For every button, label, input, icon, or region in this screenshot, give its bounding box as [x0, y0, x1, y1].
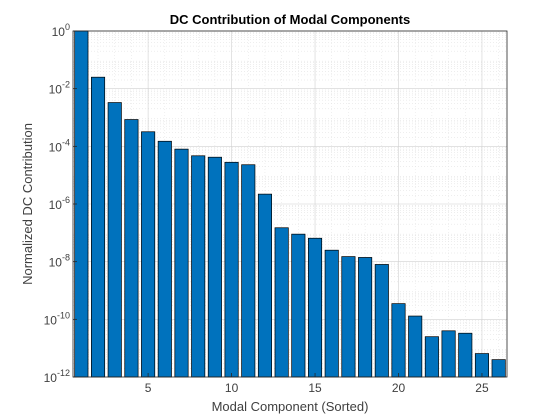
bar [141, 131, 156, 378]
y-tick-label: 10-4 [49, 137, 70, 154]
x-tick-label: 5 [145, 381, 152, 395]
x-tick-label: 20 [392, 381, 406, 395]
x-tick-label: 15 [308, 381, 322, 395]
chart-title: DC Contribution of Modal Components [170, 12, 410, 27]
bar [374, 264, 389, 378]
bar [324, 249, 339, 378]
y-tick-label: 10-8 [49, 253, 70, 270]
bar [274, 227, 289, 378]
bar [308, 237, 323, 378]
bar [391, 303, 406, 378]
bar [191, 155, 206, 378]
bar [224, 161, 239, 378]
ticks: 5 10 15 20 25 100 10-2 10-4 10-6 10-8 10-10 10-12 [44, 22, 489, 395]
x-tick-label: 25 [475, 381, 489, 395]
bar [424, 336, 439, 378]
y-tick-label: 100 [52, 22, 70, 39]
bar [91, 76, 106, 378]
bar [257, 193, 272, 378]
bar [458, 332, 473, 378]
bar [291, 233, 306, 378]
y-tick-label: 10-2 [49, 80, 70, 97]
bar [124, 119, 139, 378]
bar [441, 330, 456, 378]
bar [107, 102, 122, 378]
bar [241, 164, 256, 378]
bar [491, 359, 506, 378]
x-axis-label: Modal Component (Sorted) [212, 399, 369, 414]
y-tick-label: 10-6 [49, 195, 70, 212]
y-tick-label: 10-12 [44, 368, 70, 385]
bar [207, 156, 222, 378]
bar [174, 148, 189, 378]
bar [408, 315, 423, 378]
y-axis-label: Normalized DC Contribution [20, 123, 35, 285]
y-tick-label: 10-10 [44, 310, 70, 327]
bar [358, 257, 373, 378]
x-tick-label: 10 [225, 381, 239, 395]
bar [341, 256, 356, 378]
bar [157, 140, 172, 378]
